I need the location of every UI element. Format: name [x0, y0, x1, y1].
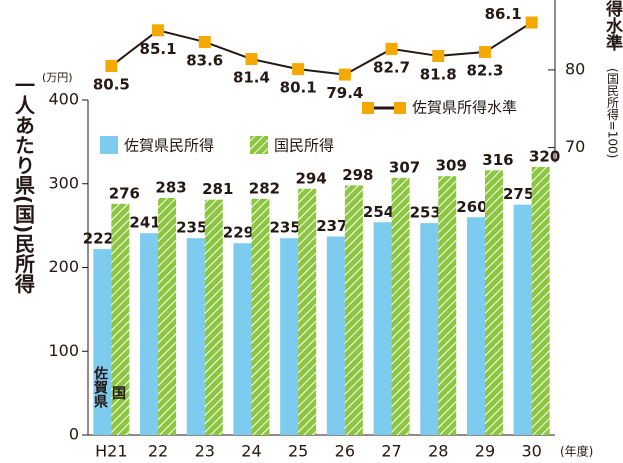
line-marker [478, 46, 491, 59]
y2-axis-title: 得水準 [602, 0, 623, 52]
bar-value-label: 276 [109, 184, 140, 202]
y2-tick-label: 70 [565, 137, 585, 156]
x-unit: (年度) [560, 444, 593, 459]
bar [438, 176, 457, 435]
legend-marker [394, 102, 406, 114]
line-value-label: 85.1 [140, 40, 177, 58]
line-value-label: 82.3 [466, 62, 503, 80]
line-value-label: 81.4 [233, 69, 270, 87]
x-tick-label: 29 [475, 442, 495, 461]
y-tick-label: 200 [48, 257, 79, 276]
bar [204, 199, 223, 435]
bar [484, 170, 503, 435]
annotation: 国 [112, 386, 126, 402]
bar [186, 238, 205, 435]
bar-value-label: 241 [129, 214, 160, 232]
bar [280, 238, 299, 435]
x-tick-label: 27 [381, 442, 401, 461]
bar [233, 243, 252, 435]
bar-value-label: 275 [503, 185, 534, 203]
bar-value-label: 282 [249, 179, 280, 197]
annotation: 佐賀県 [92, 365, 109, 409]
line-value-label: 81.8 [420, 65, 457, 83]
y-axis-title: 一人あたり県(国)民所得 [12, 75, 36, 293]
line-marker [338, 68, 351, 81]
y2-tick-label: 80 [565, 59, 585, 78]
bar-value-label: 237 [316, 217, 347, 235]
line-marker [432, 49, 445, 62]
bar-value-label: 307 [389, 158, 420, 176]
y-unit: (万円) [42, 71, 73, 84]
bar [531, 167, 550, 435]
line-marker [105, 60, 118, 73]
bar [420, 223, 439, 435]
bar-value-label: 316 [482, 151, 513, 169]
y-tick-label: 0 [69, 425, 79, 444]
legend-label: 佐賀県所得水準 [412, 99, 517, 117]
bar [251, 198, 270, 435]
bar-value-label: 229 [223, 224, 254, 242]
bar [326, 236, 345, 435]
bar-value-label: 283 [155, 178, 186, 196]
line-value-label: 86.1 [485, 5, 522, 23]
line-value-label: 83.6 [186, 51, 223, 69]
x-tick-label: 30 [521, 442, 541, 461]
y2-note: (国民所得=100) [606, 68, 620, 158]
line-value-label: 79.4 [326, 84, 363, 102]
bar [391, 177, 410, 435]
line-marker [525, 16, 538, 29]
bar-value-label: 294 [295, 169, 326, 187]
y-tick-label: 100 [48, 341, 79, 360]
x-tick-label: 26 [335, 442, 355, 461]
line-marker [198, 35, 211, 48]
bar [111, 203, 130, 435]
legend-label: 佐賀県民所得 [124, 137, 214, 155]
bar-value-label: 253 [410, 204, 441, 222]
bar [373, 222, 392, 435]
bar-value-label: 281 [202, 180, 233, 198]
x-tick-label: 28 [428, 442, 448, 461]
bar [466, 217, 485, 435]
line-value-label: 82.7 [373, 58, 410, 76]
bar [344, 185, 363, 435]
line-marker [245, 53, 258, 66]
bar-value-label: 309 [436, 157, 467, 175]
bar-value-label: 320 [529, 148, 560, 166]
legend-label: 国民所得 [274, 137, 334, 155]
x-tick-label: 24 [241, 442, 261, 461]
bar-value-label: 235 [269, 219, 300, 237]
legend-marker [362, 102, 374, 114]
bar [298, 188, 317, 435]
x-tick-label: 22 [148, 442, 168, 461]
bar-value-label: 254 [363, 203, 394, 221]
line-value-label: 80.1 [280, 79, 317, 97]
x-tick-label: 23 [195, 442, 215, 461]
x-tick-label: H21 [95, 442, 127, 461]
bar [513, 204, 532, 435]
y-tick-label: 400 [48, 90, 79, 109]
line-value-label: 80.5 [93, 76, 130, 94]
bar-value-label: 235 [176, 219, 207, 237]
legend-swatch [100, 136, 118, 154]
bar-value-label: 222 [83, 230, 114, 248]
line [110, 21, 533, 76]
bar-value-label: 298 [342, 166, 373, 184]
legend-swatch [250, 136, 269, 154]
bar-value-label: 260 [456, 198, 487, 216]
x-tick-label: 25 [288, 442, 308, 461]
line-marker [385, 42, 398, 55]
bar [140, 233, 159, 435]
line-marker [152, 24, 165, 37]
bar [93, 249, 112, 435]
line-marker [292, 63, 305, 76]
y-tick-label: 300 [48, 173, 79, 192]
bar [158, 197, 177, 435]
